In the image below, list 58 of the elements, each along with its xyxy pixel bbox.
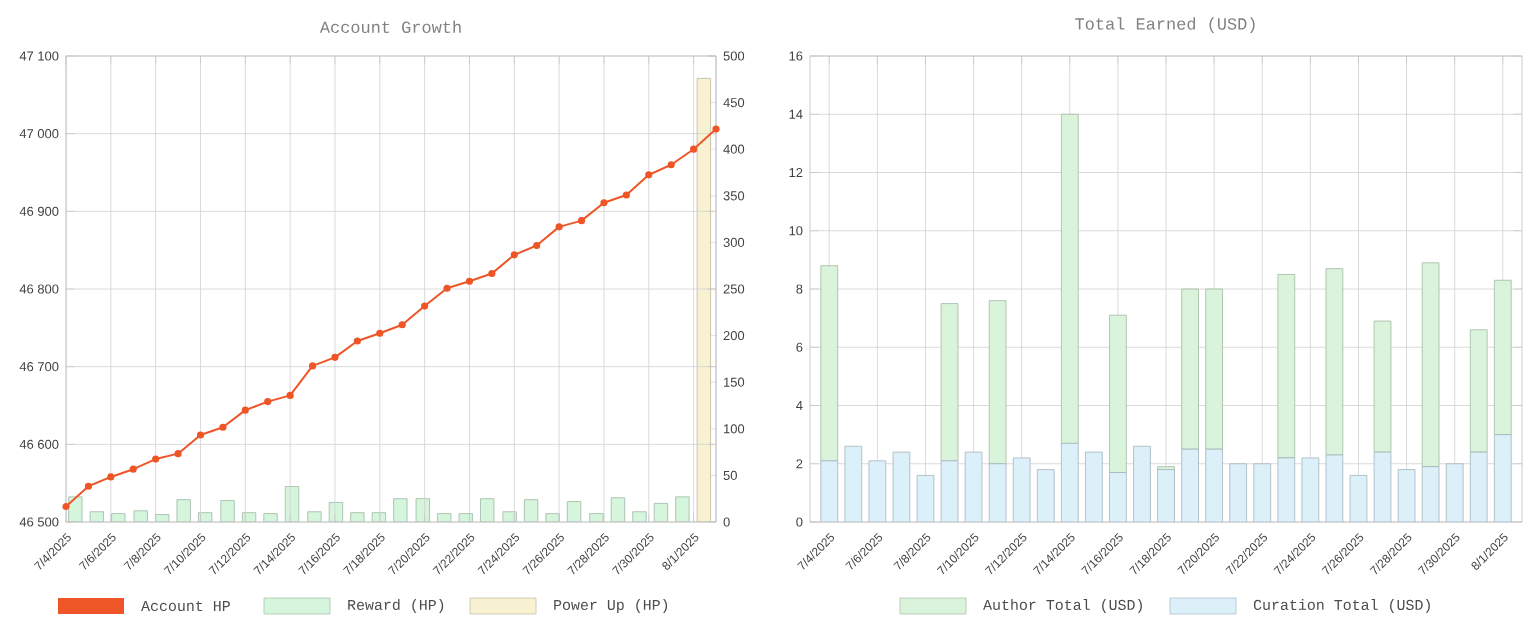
bar (1181, 288, 1199, 450)
bar (1060, 113, 1079, 444)
bar (988, 300, 1007, 465)
point (308, 362, 317, 370)
point (129, 465, 137, 473)
point (286, 391, 294, 399)
point (353, 337, 361, 345)
point (196, 431, 205, 439)
bar (1493, 434, 1512, 522)
point (219, 423, 227, 431)
point (398, 321, 406, 329)
point (331, 353, 339, 361)
point (488, 269, 496, 278)
point (107, 473, 115, 481)
point (443, 284, 451, 292)
chart-title: Total Earned (USD) (1075, 17, 1255, 33)
point (152, 455, 160, 463)
bar (820, 460, 839, 522)
bar (1229, 463, 1247, 522)
bar (1133, 445, 1151, 522)
point (241, 406, 249, 414)
point (421, 302, 429, 310)
point (667, 161, 675, 169)
point (622, 191, 630, 199)
bar (1157, 469, 1175, 522)
bar (1085, 451, 1103, 522)
bar (1060, 442, 1079, 522)
point (84, 482, 93, 490)
point (510, 251, 518, 259)
bar (820, 265, 839, 462)
point (533, 241, 541, 250)
point (555, 223, 563, 231)
point (690, 145, 698, 153)
point (376, 329, 384, 337)
bar (940, 303, 959, 462)
point (465, 277, 474, 285)
bar (1205, 288, 1223, 450)
bar (1205, 448, 1223, 522)
bar (1109, 314, 1127, 473)
point (174, 450, 182, 458)
bar (1469, 451, 1488, 522)
bar (1469, 329, 1488, 453)
bar (1036, 469, 1055, 522)
bar (1493, 279, 1512, 436)
point (600, 199, 608, 207)
bar (1181, 448, 1199, 522)
point (712, 125, 720, 133)
point (577, 217, 586, 225)
chart-title: Account Growth (319, 20, 461, 33)
point (62, 502, 70, 511)
bar (1253, 463, 1272, 522)
bar (1373, 320, 1392, 453)
point (645, 171, 653, 179)
point (264, 398, 272, 406)
bar (1325, 268, 1344, 456)
bar (1421, 262, 1440, 468)
bar (1109, 472, 1127, 522)
bar (1277, 274, 1296, 459)
